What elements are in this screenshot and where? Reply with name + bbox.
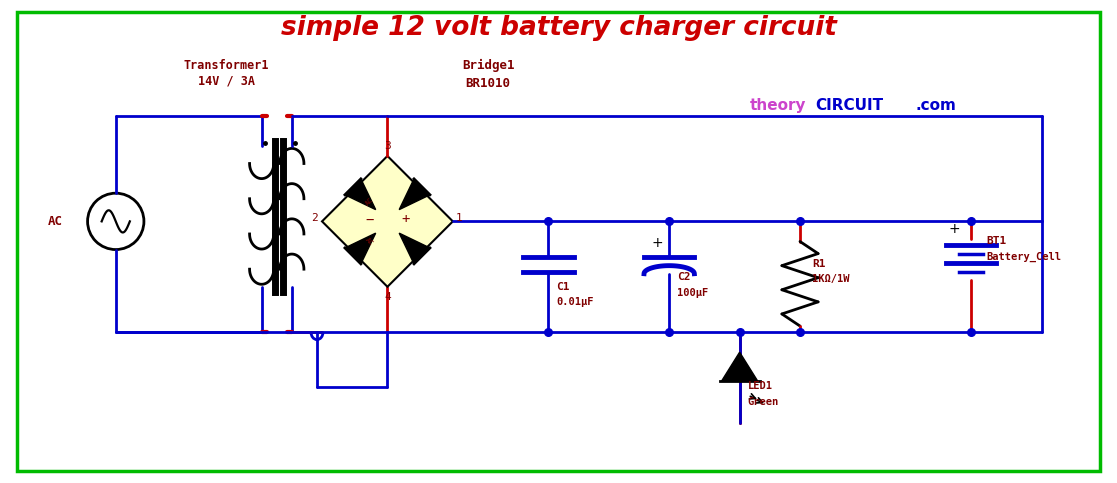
Text: 4: 4 xyxy=(384,292,391,302)
Text: BR1010: BR1010 xyxy=(466,77,510,90)
Text: 2: 2 xyxy=(312,213,318,223)
Text: C2: C2 xyxy=(677,272,690,282)
Text: AC: AC xyxy=(364,196,374,206)
Text: .com: .com xyxy=(916,98,956,113)
Text: 0.01μF: 0.01μF xyxy=(556,297,594,307)
Polygon shape xyxy=(345,233,375,264)
Text: AC: AC xyxy=(48,215,63,228)
Text: theory: theory xyxy=(750,98,806,113)
Text: 1: 1 xyxy=(456,213,462,223)
Text: Green: Green xyxy=(747,398,779,407)
Text: 3: 3 xyxy=(384,141,391,151)
Text: C1: C1 xyxy=(556,282,570,292)
Text: Transformer1: Transformer1 xyxy=(183,59,269,72)
Text: 100μF: 100μF xyxy=(677,288,708,298)
Text: AC: AC xyxy=(364,236,374,247)
Text: +: + xyxy=(401,213,410,227)
Polygon shape xyxy=(722,352,757,381)
Text: 14V / 3A: 14V / 3A xyxy=(198,74,255,87)
Text: simple 12 volt battery charger circuit: simple 12 volt battery charger circuit xyxy=(280,15,837,41)
Polygon shape xyxy=(399,179,430,210)
Text: −: − xyxy=(365,213,373,227)
Text: R1: R1 xyxy=(812,259,825,269)
Polygon shape xyxy=(345,179,375,210)
Text: +: + xyxy=(949,223,961,237)
Text: CIRCUIT: CIRCUIT xyxy=(815,98,884,113)
Text: Battery_Cell: Battery_Cell xyxy=(986,252,1061,262)
Text: +: + xyxy=(651,236,662,250)
Text: BT1: BT1 xyxy=(986,236,1006,245)
Text: 1KΩ/1W: 1KΩ/1W xyxy=(812,274,850,284)
Polygon shape xyxy=(322,156,452,287)
Polygon shape xyxy=(399,233,430,264)
Text: LED1: LED1 xyxy=(747,381,773,391)
Text: Bridge1: Bridge1 xyxy=(461,59,514,72)
